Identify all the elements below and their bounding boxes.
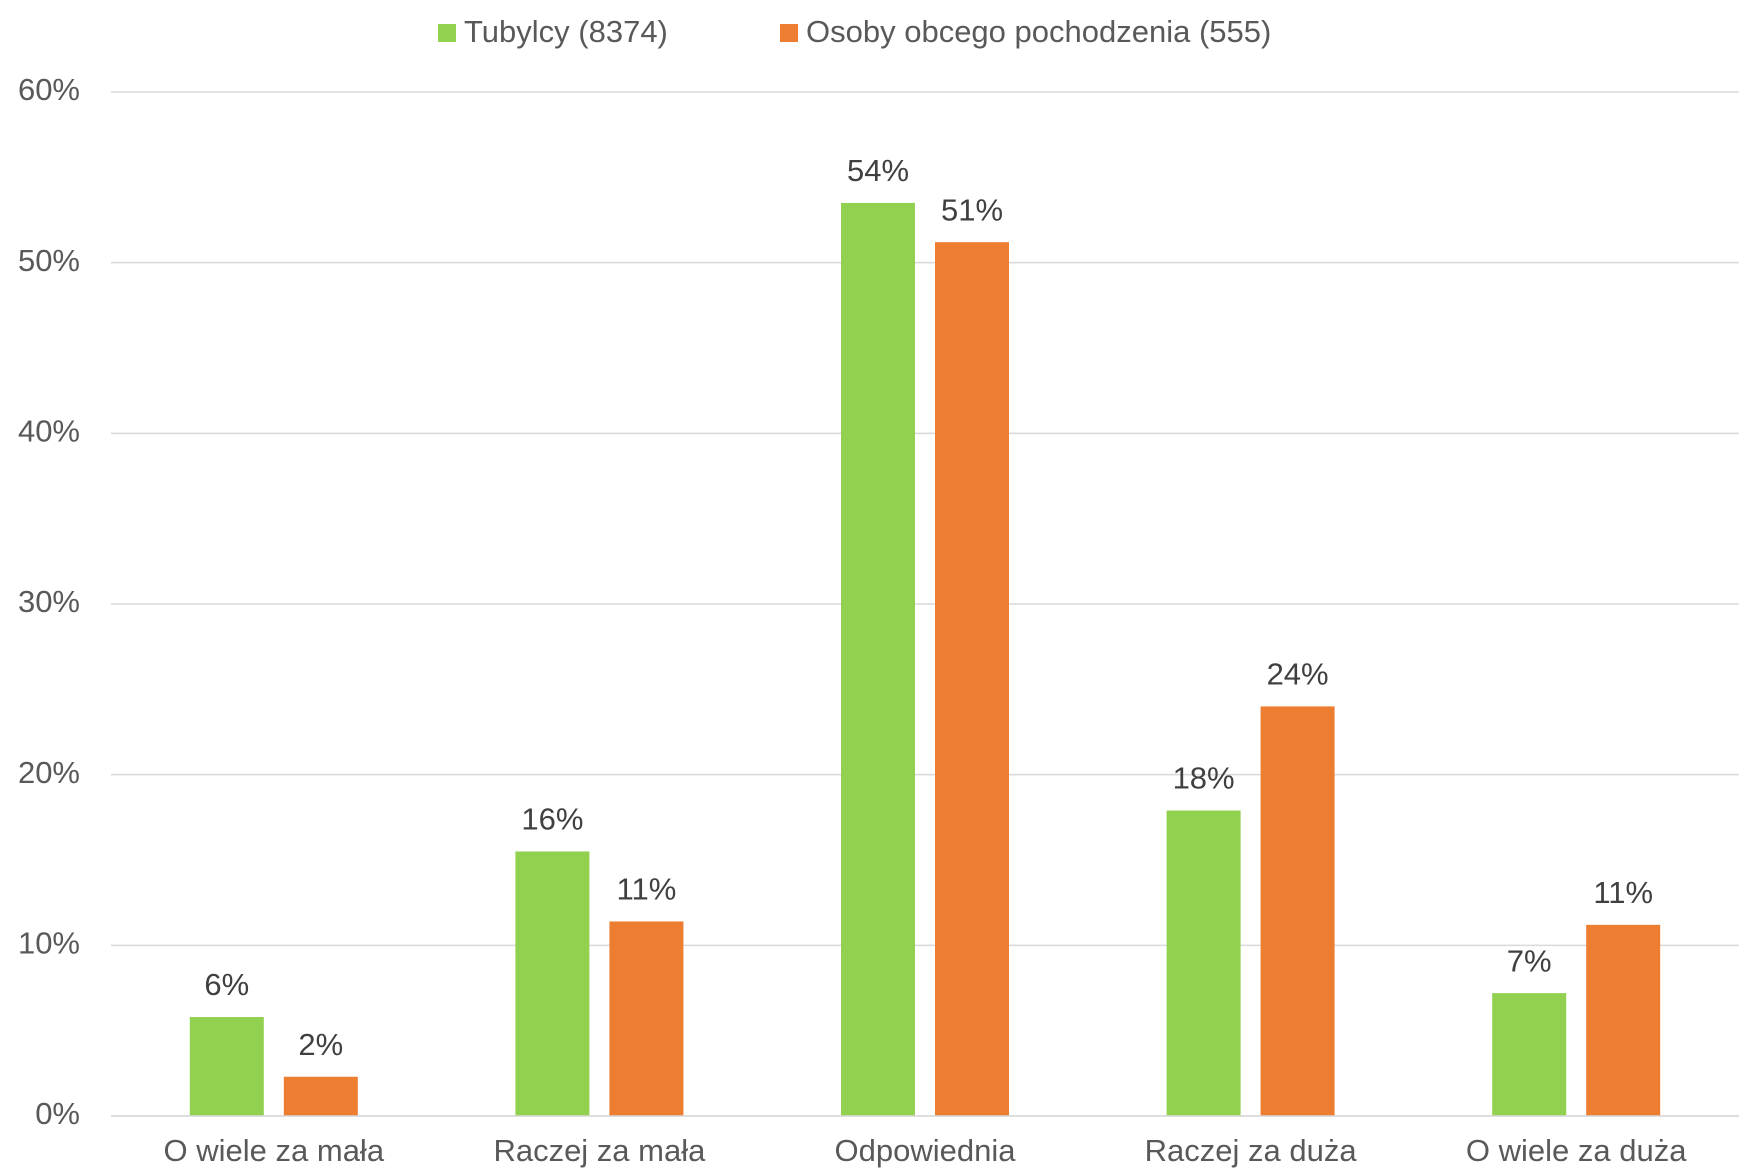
y-tick-label: 50% [18,243,80,278]
y-tick-label: 10% [18,926,80,961]
bar [189,1017,264,1116]
value-label: 2% [298,1027,343,1062]
value-label: 18% [1173,761,1235,796]
x-tick-label: O wiele za mała [164,1133,385,1168]
legend-swatch [780,24,798,42]
legend-label: Tubylcy (8374) [464,14,668,49]
y-tick-label: 60% [18,72,80,107]
value-label: 11% [1593,875,1653,910]
value-label: 51% [941,192,1003,227]
bar [515,851,590,1116]
value-label: 54% [847,153,909,188]
value-label: 6% [204,967,249,1002]
y-tick-label: 40% [18,414,80,449]
bar [1586,924,1661,1116]
legend-swatch [438,24,456,42]
x-tick-label: Raczej za mała [493,1133,706,1168]
bar [283,1076,358,1116]
value-label: 7% [1507,943,1552,978]
bar [1492,993,1567,1116]
x-tick-label: O wiele za duża [1466,1133,1687,1168]
y-tick-label: 20% [18,755,80,790]
bar [935,242,1009,1117]
value-label: 11% [617,872,677,907]
value-label: 24% [1267,657,1329,692]
legend-label: Osoby obcego pochodzenia (555) [806,14,1271,49]
bar [609,921,684,1116]
x-tick-label: Raczej za duża [1145,1133,1358,1168]
bar [1260,706,1335,1116]
bar [1166,810,1241,1116]
x-tick-label: Odpowiednia [835,1133,1017,1168]
value-label: 16% [521,802,583,837]
y-tick-label: 30% [18,584,80,619]
y-tick-label: 0% [35,1096,80,1131]
bar [841,202,915,1116]
